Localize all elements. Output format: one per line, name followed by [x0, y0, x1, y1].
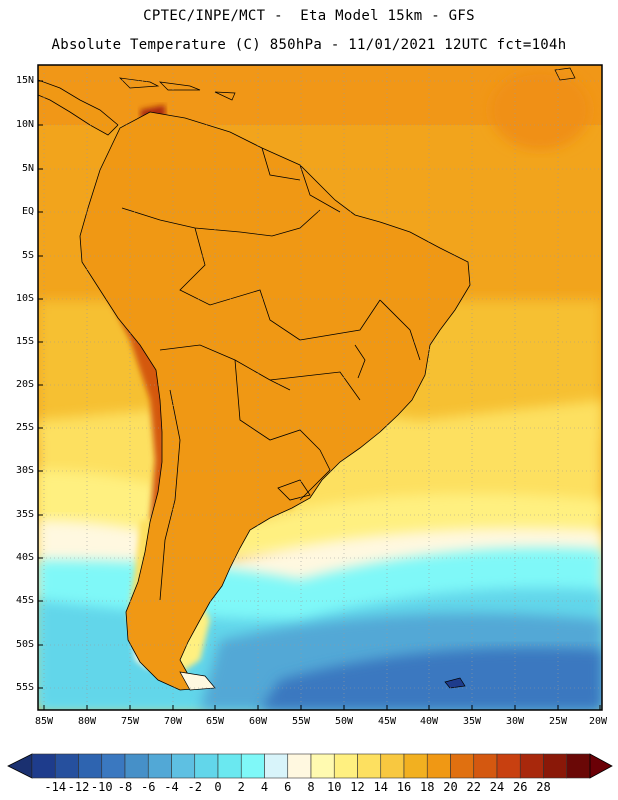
temperature-colorbar	[7, 753, 613, 779]
colorbar-swatch	[78, 753, 103, 779]
colorbar-label: 4	[260, 780, 269, 794]
central-america-landmass	[38, 79, 119, 136]
lat-label-15n: 15N	[15, 75, 34, 86]
colorbar-swatch	[380, 753, 405, 779]
lat-label-5s: 5S	[21, 250, 34, 261]
lat-label-20s: 20S	[15, 379, 34, 390]
lat-label-10n: 10N	[15, 119, 34, 130]
lat-label-10s: 10S	[15, 293, 34, 304]
lat-label-50s: 50S	[15, 639, 34, 650]
lon-label-30w: 30W	[505, 716, 525, 727]
lat-label-35s: 35S	[15, 509, 34, 520]
colorbar-label: 0	[214, 780, 222, 794]
colorbar-swatch	[310, 753, 335, 779]
colorbar-arrow-high	[589, 753, 613, 779]
colorbar-swatch	[217, 753, 242, 779]
colorbar-label: 28	[536, 780, 551, 794]
lon-label-80w: 80W	[77, 716, 97, 727]
colorbar-swatch	[496, 753, 521, 779]
colorbar-swatch	[194, 753, 219, 779]
axis-ticks	[38, 80, 601, 710]
lat-label-15s: 15S	[15, 336, 34, 347]
lon-label-60w: 60W	[248, 716, 268, 727]
colorbar-label: -2	[187, 780, 202, 794]
lat-label-45s: 45S	[15, 595, 34, 606]
lon-label-70w: 70W	[163, 716, 183, 727]
temperature-field	[38, 65, 602, 710]
lon-label-50w: 50W	[334, 716, 354, 727]
colorbar-label: 26	[513, 780, 528, 794]
colorbar-swatch	[264, 753, 289, 779]
lat-label-eq: EQ	[21, 206, 34, 217]
colorbar-label: -8	[117, 780, 133, 794]
lat-label-40s: 40S	[15, 552, 34, 563]
colorbar-label: 8	[307, 780, 315, 794]
colorbar-label: -6	[141, 780, 156, 794]
lon-label-40w: 40W	[419, 716, 439, 727]
colorbar-label: -10	[90, 780, 113, 794]
colorbar-label: 12	[350, 780, 365, 794]
lat-label-25s: 25S	[15, 422, 34, 433]
colorbar-swatch	[473, 753, 498, 779]
map-frame	[37, 64, 603, 711]
caribbean-islands	[119, 77, 236, 101]
colorbar-label: 6	[284, 780, 292, 794]
colorbar-label: -4	[164, 780, 179, 794]
map-title-line1: CPTEC/INPE/MCT - Eta Model 15km - GFS	[143, 8, 475, 24]
colorbar-swatch	[101, 753, 126, 779]
lon-label-45w: 45W	[377, 716, 397, 727]
lon-label-65w: 65W	[205, 716, 225, 727]
lat-label-5n: 5N	[21, 163, 34, 174]
colorbar-swatch	[403, 753, 428, 779]
colorbar-label: 16	[396, 780, 412, 794]
lon-label-25w: 25W	[548, 716, 568, 727]
colorbar-swatch	[566, 753, 591, 779]
colorbar-label: 14	[373, 780, 388, 794]
colorbar-swatch	[124, 753, 149, 779]
lon-label-35w: 35W	[462, 716, 482, 727]
colorbar-label: -12	[67, 780, 90, 794]
colorbar-label: 2	[237, 780, 245, 794]
colorbar-swatch	[31, 753, 56, 779]
colorbar-swatch	[147, 753, 172, 779]
colorbar-swatch	[543, 753, 568, 779]
colorbar-arrow-low	[7, 753, 33, 779]
colorbar-swatch	[426, 753, 451, 779]
lat-label-30s: 30S	[15, 465, 34, 476]
colorbar-label: 22	[466, 780, 481, 794]
lon-label-85w: 85W	[34, 716, 54, 727]
colorbar-swatch	[240, 753, 265, 779]
lon-label-20w: 20W	[588, 716, 608, 727]
colorbar-swatch	[519, 753, 544, 779]
colorbar-swatch	[450, 753, 475, 779]
lat-label-55s: 55S	[15, 682, 34, 693]
colorbar-swatch	[357, 753, 382, 779]
ocean-cold-band	[260, 648, 602, 710]
colorbar-label: 24	[489, 780, 505, 794]
colorbar-swatch	[171, 753, 196, 779]
colorbar-label: 18	[420, 780, 435, 794]
lon-label-55w: 55W	[291, 716, 311, 727]
political-borders	[79, 111, 471, 691]
colorbar-swatch	[287, 753, 312, 779]
falkland-islands	[444, 677, 466, 689]
colorbar-swatch	[333, 753, 358, 779]
lon-label-75w: 75W	[120, 716, 140, 727]
colorbar-label: 10	[327, 780, 342, 794]
colorbar-label: 20	[443, 780, 458, 794]
map-title-line2: Absolute Temperature (C) 850hPa - 11/01/…	[51, 37, 567, 53]
colorbar-label: -14	[44, 780, 67, 794]
colorbar-swatch	[54, 753, 79, 779]
